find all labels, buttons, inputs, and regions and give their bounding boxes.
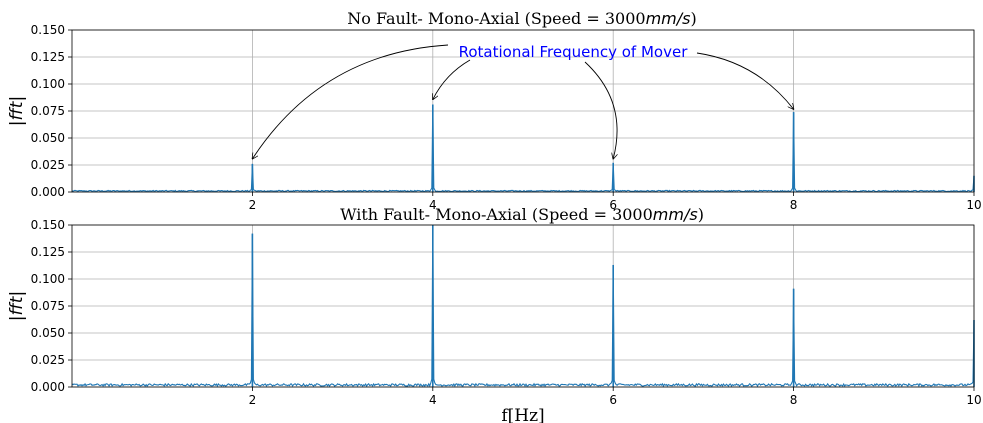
bottom-chart-y-axis-label: |fft| — [7, 291, 27, 321]
top-chart-series — [71, 104, 975, 193]
top-chart-x-ticks: 2 4 6 8 10 — [249, 192, 982, 212]
top-chart-y-axis-label: |fft| — [7, 96, 27, 126]
annotation-arrow — [252, 44, 449, 159]
top-x-tick-label: 6 — [609, 198, 617, 212]
bottom-spectrum-line — [71, 224, 975, 388]
bottom-chart-y-ticks: 0.000 0.025 0.050 0.075 0.100 0.125 0.150 — [31, 218, 72, 394]
top-chart-panel: No Fault- Mono-Axial (Speed = 3000mm/s) … — [7, 9, 982, 212]
top-x-tick-label: 10 — [966, 198, 981, 212]
bottom-x-tick-label: 10 — [966, 393, 981, 407]
annotation-arrow — [696, 52, 794, 109]
bottom-chart-panel: With Fault- Mono-Axial (Speed = 3000mm/s… — [7, 205, 982, 423]
bottom-chart-gridlines — [72, 224, 975, 388]
annotation-arrow — [433, 59, 471, 99]
annotation-arrow — [584, 61, 617, 159]
top-y-tick-label: 0.100 — [31, 77, 65, 91]
bottom-x-tick-label: 4 — [429, 393, 437, 407]
top-y-tick-label: 0.050 — [31, 131, 65, 145]
bottom-y-tick-label: 0.125 — [31, 245, 65, 259]
top-spectrum-line — [71, 104, 975, 193]
bottom-x-tick-label: 8 — [790, 393, 798, 407]
top-chart-title: No Fault- Mono-Axial (Speed = 3000mm/s) — [347, 9, 697, 28]
bottom-y-tick-label: 0.150 — [31, 218, 65, 232]
top-chart-y-ticks: 0.000 0.025 0.050 0.075 0.100 0.125 0.150 — [31, 23, 72, 199]
bottom-y-tick-label: 0.000 — [31, 380, 65, 394]
bottom-x-tick-label: 6 — [609, 393, 617, 407]
top-y-tick-label: 0.025 — [31, 158, 65, 172]
top-y-tick-label: 0.075 — [31, 104, 65, 118]
bottom-chart-x-ticks: 2 4 6 8 10 — [249, 387, 982, 407]
bottom-y-tick-label: 0.100 — [31, 272, 65, 286]
bottom-chart-x-axis-label: f[Hz] — [501, 406, 544, 423]
top-x-tick-label: 4 — [429, 198, 437, 212]
bottom-y-tick-label: 0.025 — [31, 353, 65, 367]
top-x-tick-label: 8 — [790, 198, 798, 212]
bottom-x-tick-label: 2 — [249, 393, 257, 407]
bottom-y-tick-label: 0.075 — [31, 299, 65, 313]
top-y-tick-label: 0.000 — [31, 185, 65, 199]
bottom-y-tick-label: 0.050 — [31, 326, 65, 340]
top-x-tick-label: 2 — [249, 198, 257, 212]
bottom-chart-title: With Fault- Mono-Axial (Speed = 3000mm/s… — [340, 205, 704, 224]
top-chart-annotation: Rotational Frequency of Mover — [252, 43, 793, 159]
annotation-text: Rotational Frequency of Mover — [459, 43, 689, 61]
top-y-tick-label: 0.150 — [31, 23, 65, 37]
top-y-tick-label: 0.125 — [31, 50, 65, 64]
